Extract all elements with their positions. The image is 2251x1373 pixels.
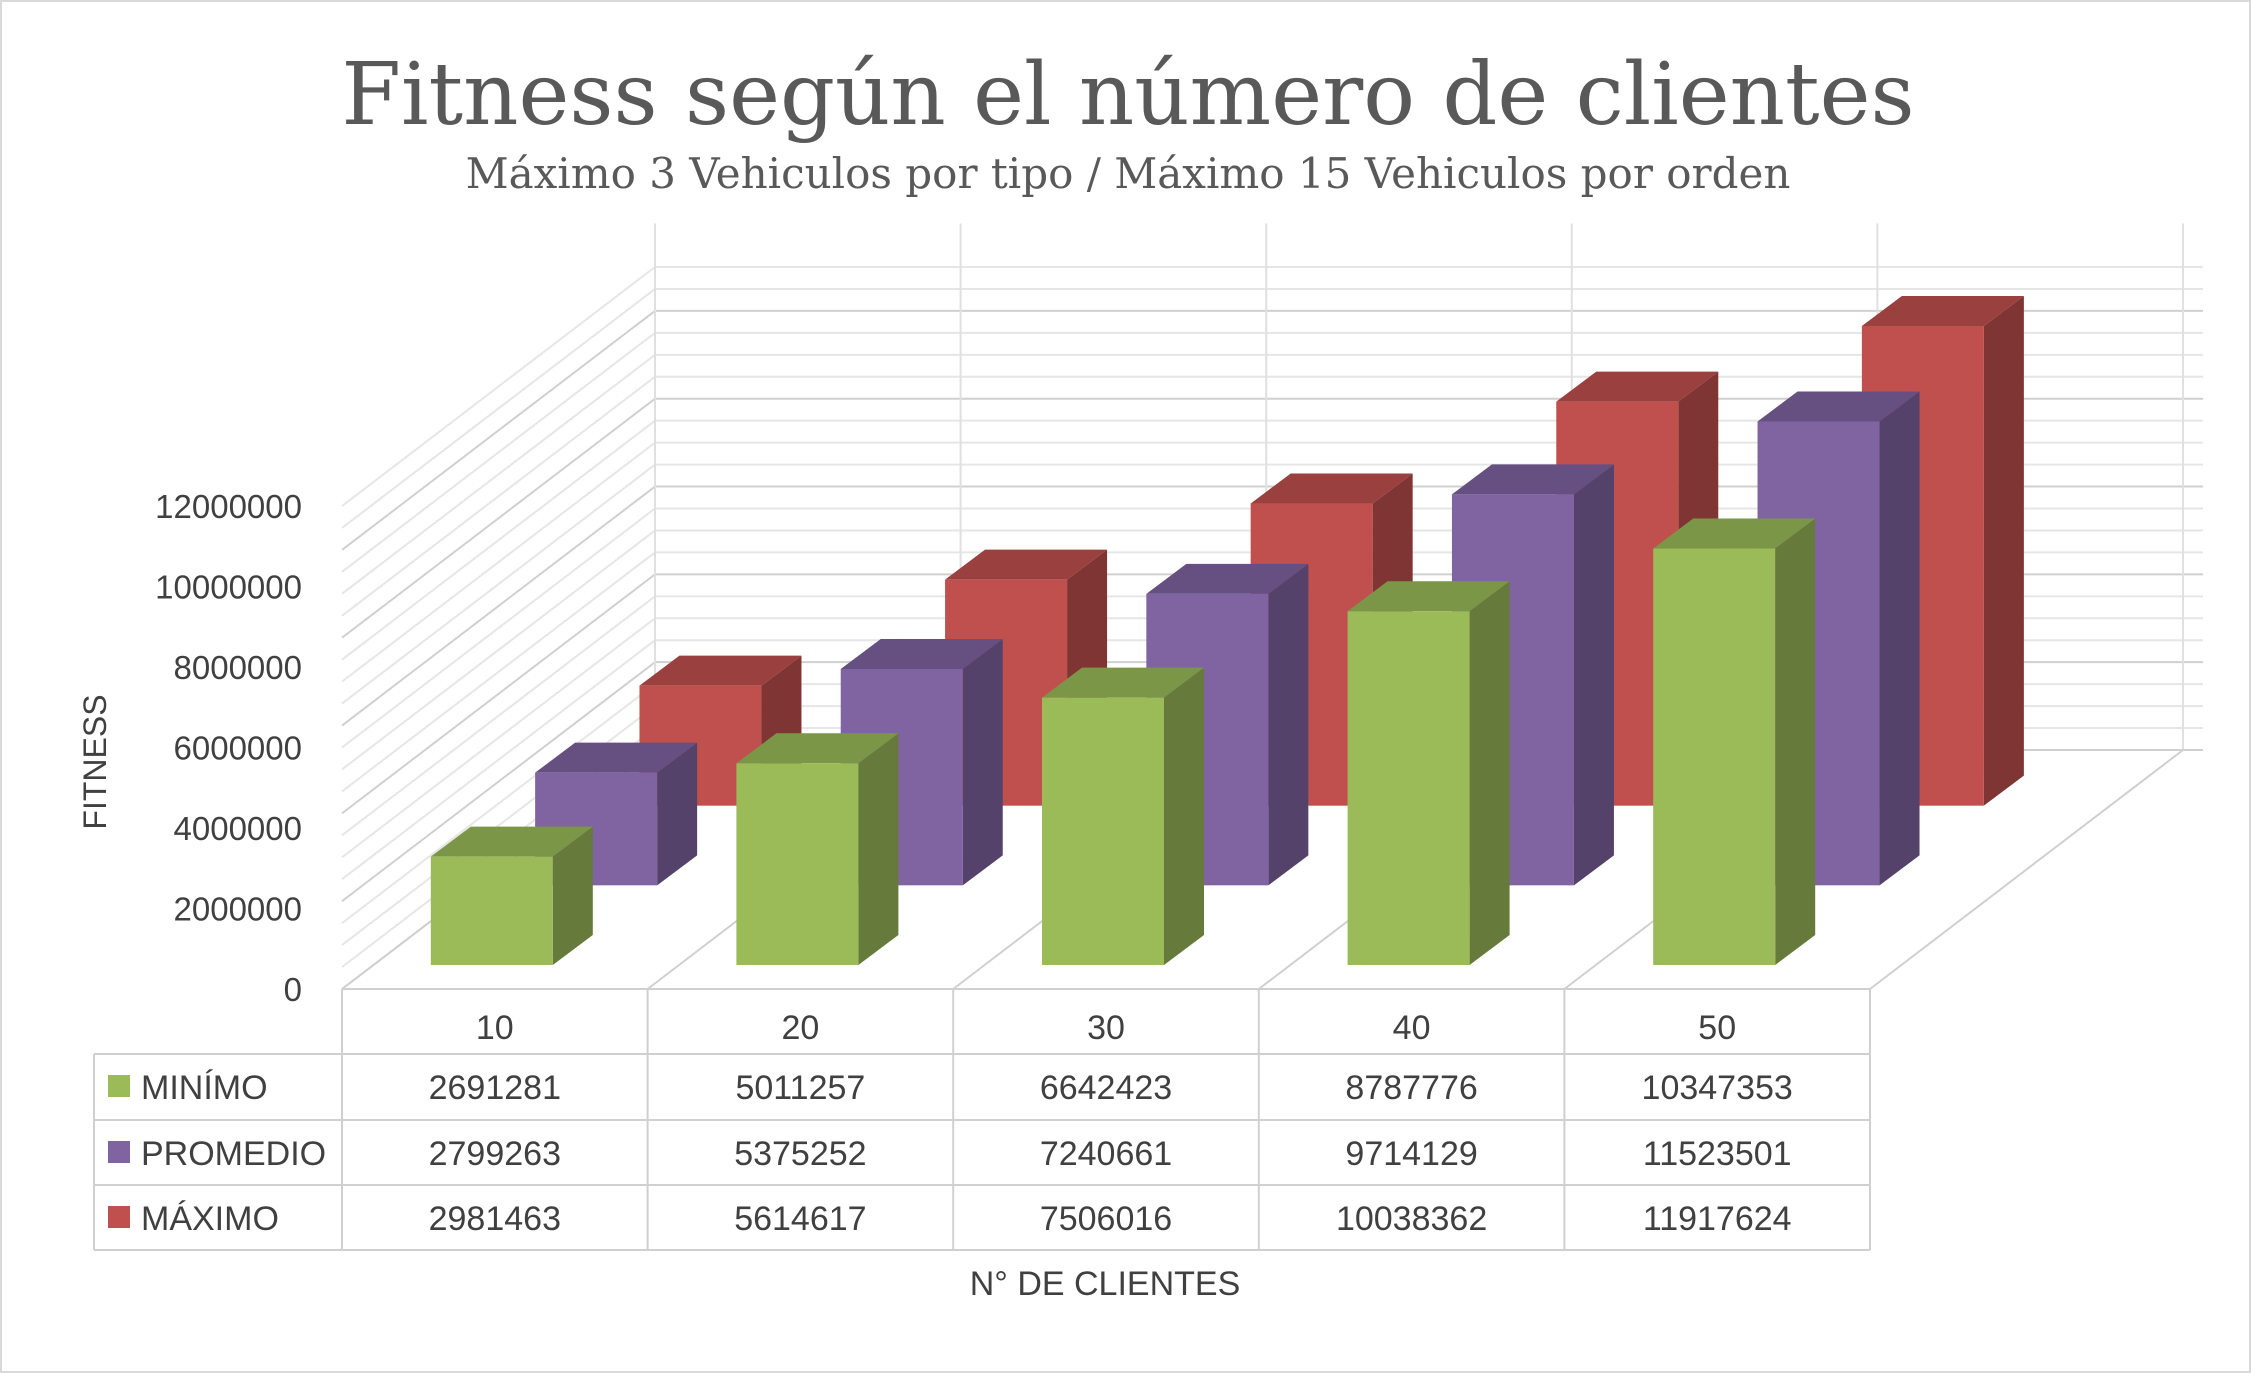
gridline-side: [341, 354, 656, 595]
data-label: 2691281: [429, 1069, 561, 1107]
y-axis-title: FITNESS: [77, 694, 113, 829]
data-label: 10038362: [1336, 1200, 1487, 1238]
bar-top: [1146, 563, 1309, 594]
gridline-side: [341, 397, 656, 639]
y-axis: 0 2000000 4000000 6000000 8000000 10000000 120…: [155, 488, 302, 1008]
legend-key: [108, 1141, 130, 1163]
bar-side: [1469, 581, 1510, 965]
bar-minímo-30: [1042, 667, 1204, 965]
bar-side: [1879, 391, 1920, 886]
bar-top: [1861, 295, 2024, 326]
chart-subtitle: Máximo 3 Vehiculos por tipo / Máximo 15 …: [466, 149, 1791, 198]
bar-top: [840, 638, 1003, 669]
bar-front: [1653, 548, 1776, 965]
bars: [430, 295, 2024, 965]
data-label: 10347353: [1642, 1069, 1793, 1107]
x-tick-label: 20: [781, 1009, 819, 1047]
gridline-side: [341, 332, 656, 573]
gridline-side: [341, 288, 656, 529]
bar-minímo-40: [1347, 581, 1510, 965]
x-tick-label: 30: [1087, 1009, 1125, 1047]
chart-title: Fitness según el número de clientes: [341, 45, 1914, 145]
bar-front: [430, 856, 553, 965]
gridline-side: [341, 441, 656, 683]
series-label: PROMEDIO: [141, 1135, 326, 1173]
series-label: MÁXIMO: [141, 1200, 279, 1238]
gridline-side: [341, 485, 656, 727]
series-label: MINÍMO: [141, 1069, 268, 1107]
bar-top: [1250, 473, 1413, 504]
y-tick-label: 0: [284, 971, 302, 1008]
data-label: 6642423: [1040, 1069, 1172, 1107]
bar-top: [1653, 518, 1816, 549]
data-label: 9714129: [1345, 1135, 1477, 1173]
bar-side: [657, 742, 698, 886]
bar-side: [1573, 464, 1614, 886]
bar-top: [1757, 391, 1920, 422]
data-label: 2981463: [429, 1200, 561, 1238]
bar-top: [639, 655, 802, 686]
floor-divider: [1869, 749, 2184, 990]
bar-minímo-50: [1653, 518, 1816, 965]
bar-top: [1042, 667, 1204, 698]
y-tick-label: 10000000: [155, 569, 302, 606]
gridline-side: [341, 573, 656, 815]
bar-side: [858, 733, 899, 965]
bar-top: [736, 733, 899, 764]
bar-top: [945, 549, 1108, 580]
bar-front: [736, 763, 859, 965]
gridline-side: [341, 507, 656, 749]
y-tick-label: 6000000: [174, 730, 302, 767]
gridline-side: [341, 266, 656, 507]
data-label: 8787776: [1345, 1069, 1477, 1107]
y-tick-label: 8000000: [174, 649, 302, 686]
gridline-side: [341, 375, 656, 617]
gridline-side: [341, 310, 656, 551]
gridline-side: [341, 617, 656, 859]
bar-front: [1347, 611, 1470, 965]
x-tick-label: 50: [1698, 1009, 1736, 1047]
x-axis-title: N° DE CLIENTES: [970, 1265, 1241, 1303]
data-label: 5614617: [734, 1200, 866, 1238]
gridline-side: [341, 595, 656, 837]
data-label: 11523501: [1643, 1135, 1792, 1173]
bar-side: [962, 638, 1003, 886]
gridline-side: [341, 551, 656, 793]
legend-key: [108, 1206, 130, 1228]
bar-front: [1042, 697, 1164, 965]
data-label: 7506016: [1040, 1200, 1172, 1238]
bar-top: [535, 742, 698, 773]
data-label: 11917624: [1643, 1200, 1792, 1238]
y-tick-label: 4000000: [174, 810, 302, 847]
bar-top: [430, 826, 593, 857]
bar-top: [1347, 581, 1510, 612]
gridline-side: [341, 419, 656, 661]
y-tick-label: 2000000: [174, 891, 302, 928]
gridline-side: [341, 661, 656, 902]
gridline-side: [341, 529, 656, 771]
bar-side: [1164, 667, 1204, 965]
gridline-side: [341, 463, 656, 705]
x-tick-label: 40: [1393, 1009, 1431, 1047]
x-tick-label: 10: [476, 1009, 514, 1047]
data-label: 2799263: [429, 1135, 561, 1173]
bar-top: [1556, 371, 1719, 402]
bar-top: [1451, 464, 1614, 495]
gridline-side: [341, 683, 656, 924]
data-label: 7240661: [1040, 1135, 1172, 1173]
bar-side: [1775, 518, 1816, 965]
data-label: 5011257: [735, 1069, 865, 1107]
data-table: 10 20 30 40 50 MINÍMO 2691281 5011257 6642423 878…: [93, 989, 1871, 1251]
gridline-side: [341, 639, 656, 881]
bar-minímo-20: [736, 733, 899, 965]
bar-side: [1983, 295, 2024, 806]
bar-minímo-10: [430, 826, 593, 965]
bar-side: [552, 826, 593, 965]
bar-side: [1268, 563, 1309, 886]
data-label: 5375252: [734, 1135, 866, 1173]
legend-key: [108, 1075, 130, 1097]
y-tick-label: 12000000: [155, 488, 302, 525]
